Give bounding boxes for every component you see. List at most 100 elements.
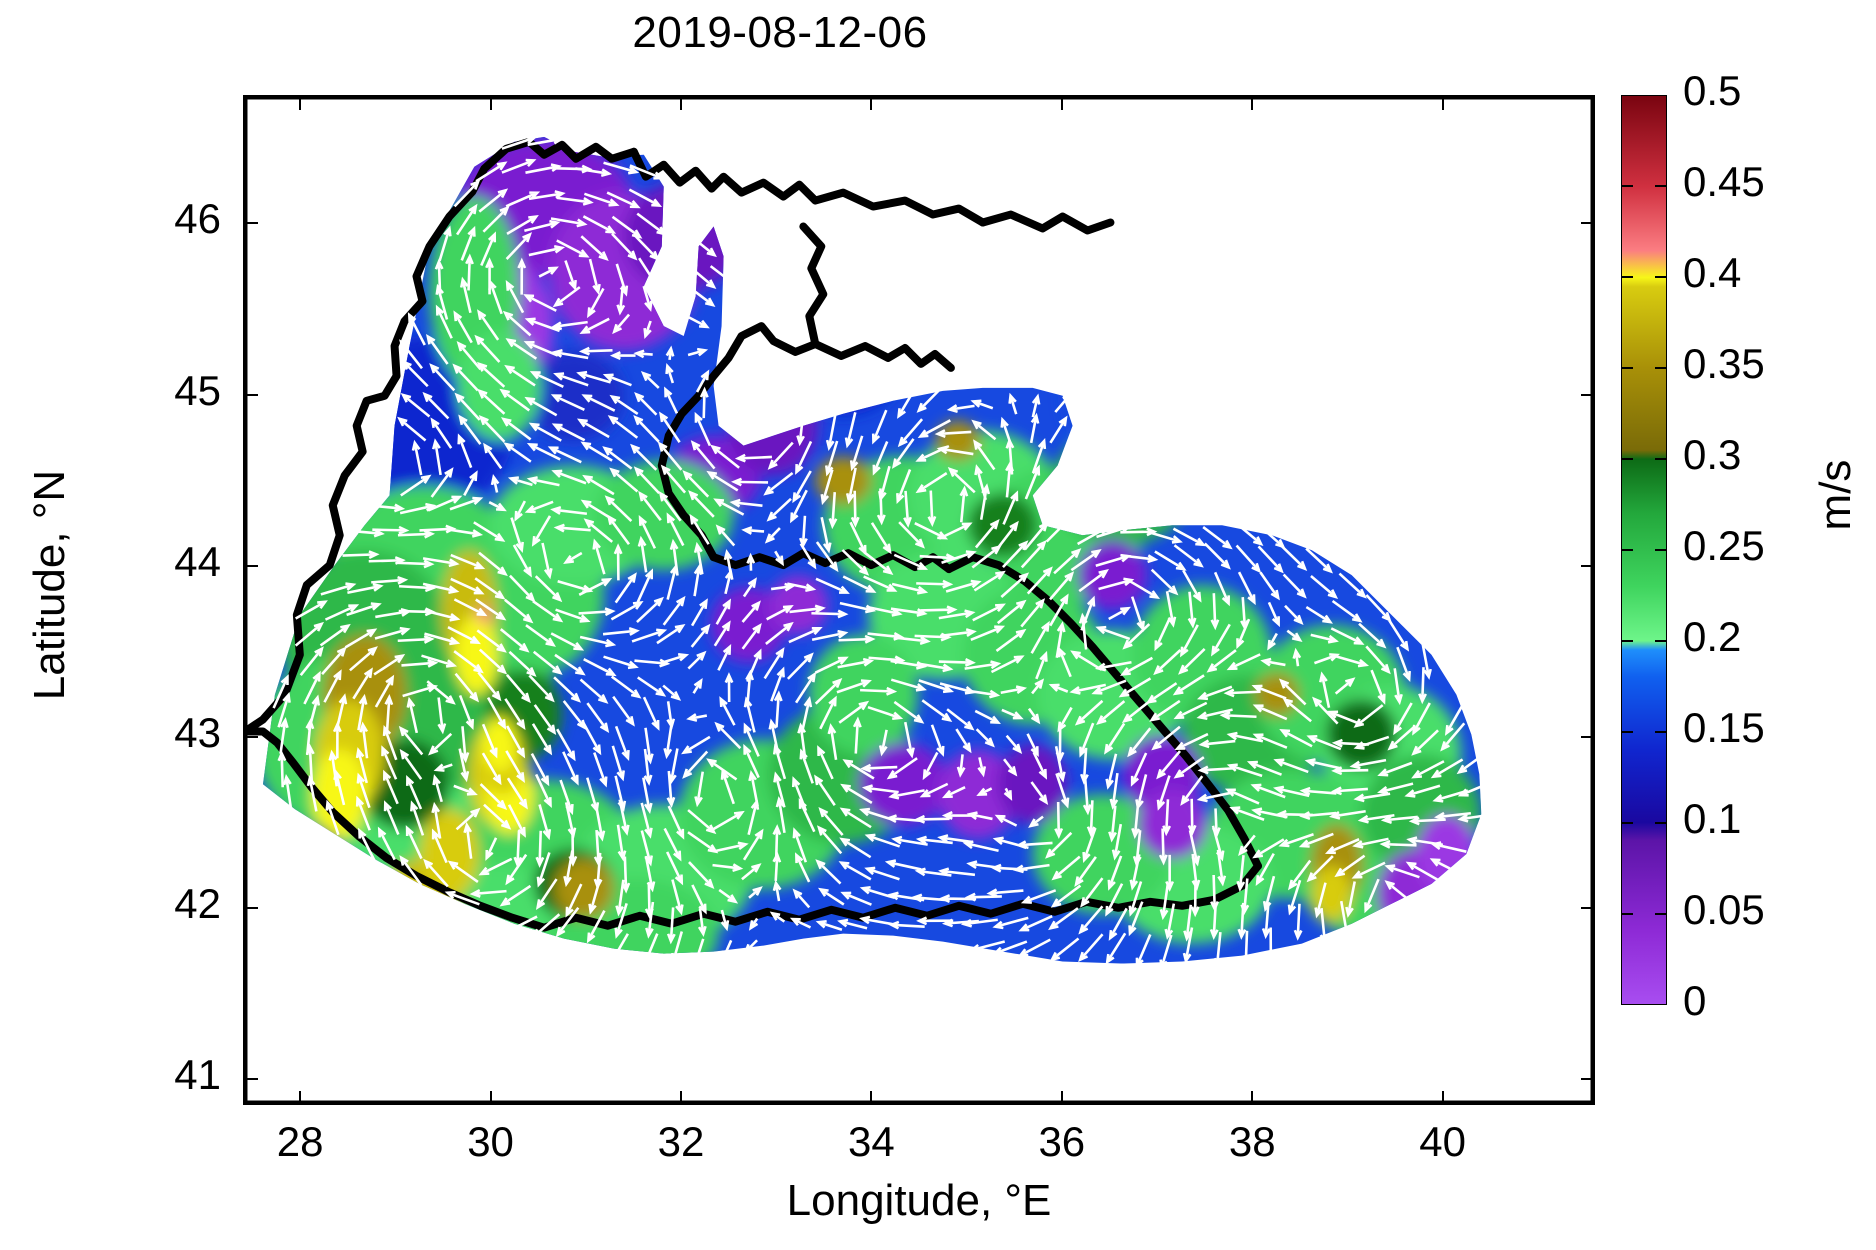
velocity-arrow (428, 732, 453, 756)
velocity-arrow (840, 891, 872, 906)
velocity-arrow (747, 798, 760, 835)
y-tick-41-right (1581, 1078, 1594, 1081)
velocity-arrow (939, 628, 977, 638)
velocity-arrow (994, 814, 1018, 827)
velocity-arrow (859, 915, 893, 926)
velocity-arrow (453, 598, 488, 617)
velocity-arrow (671, 879, 684, 916)
colorbar-tick-label: 0.25 (1683, 522, 1765, 569)
colorbar-tick-label: 0.5 (1683, 67, 1742, 114)
velocity-arrow (1345, 881, 1356, 918)
colorbar-tick-label: 0.05 (1683, 886, 1765, 933)
velocity-arrow (706, 758, 738, 781)
velocity-arrow (839, 807, 872, 829)
coastline-layer (245, 137, 1262, 932)
velocity-arrow (357, 693, 368, 731)
velocity-arrow (947, 466, 976, 494)
velocity-arrow (974, 518, 1000, 549)
velocity-arrow (373, 654, 406, 676)
velocity-arrow (1197, 765, 1235, 775)
velocity-arrow (1429, 858, 1464, 877)
velocity-arrow (447, 626, 481, 645)
velocity-arrow (525, 163, 562, 174)
velocity-arrow (642, 933, 659, 968)
velocity-arrow (429, 363, 456, 392)
velocity-arrow (524, 500, 554, 514)
velocity-arrow (968, 940, 1006, 953)
velocity-arrow (799, 748, 814, 784)
velocity-arrow (1107, 855, 1123, 891)
velocity-arrow (972, 603, 1006, 622)
velocity-arrow (1122, 623, 1151, 650)
velocity-arrow (995, 628, 1027, 652)
velocity-arrow (1108, 606, 1131, 621)
velocity-arrow (886, 757, 918, 780)
velocity-arrow (628, 188, 663, 208)
velocity-arrow (344, 628, 378, 649)
velocity-arrow (903, 490, 912, 528)
velocity-arrow (504, 364, 536, 387)
velocity-arrow (743, 722, 760, 757)
velocity-arrow (864, 833, 901, 848)
velocity-arrow (501, 158, 537, 174)
colorbar-tick-label: 0 (1683, 977, 1707, 1024)
velocity-arrow (1213, 931, 1223, 969)
velocity-arrow (1287, 859, 1312, 891)
velocity-arrow (1048, 907, 1079, 931)
velocity-arrow (606, 514, 631, 545)
velocity-arrow (643, 748, 653, 786)
velocity-arrow (609, 467, 639, 493)
velocity-arrow (507, 804, 526, 838)
velocity-arrow (356, 772, 371, 809)
velocity-arrow (1388, 619, 1410, 652)
velocity-arrow (473, 521, 506, 542)
velocity-arrow (1178, 647, 1206, 675)
velocity-arrow (642, 285, 653, 312)
y-tick-44-left (245, 564, 258, 567)
velocity-arrow (1162, 799, 1172, 837)
velocity-arrow (1173, 756, 1205, 779)
y-tick-label: 43 (174, 708, 221, 756)
velocity-arrow (844, 412, 857, 449)
velocity-arrow (746, 552, 756, 571)
velocity-arrow (824, 440, 839, 477)
velocity-arrow (481, 723, 498, 759)
velocity-arrow (1182, 569, 1202, 603)
velocity-arrow (712, 810, 745, 831)
velocity-arrow (825, 414, 837, 451)
map-plot-area[interactable]: Data source: AVISO & NOAA. Processed by … (243, 95, 1595, 1105)
colorbar-tick-label: 0.4 (1683, 249, 1742, 296)
velocity-arrow (426, 333, 449, 365)
velocity-arrow (916, 579, 954, 589)
velocity-arrow (504, 598, 534, 624)
velocity-arrow (1159, 883, 1170, 921)
velocity-arrow (687, 347, 709, 357)
velocity-arrow (730, 477, 769, 487)
velocity-arrow (1111, 823, 1123, 861)
y-tick-label: 46 (174, 195, 221, 243)
velocity-arrow (864, 866, 900, 881)
velocity-arrow (992, 940, 1028, 956)
velocity-arrow (1284, 604, 1304, 625)
velocity-arrow (966, 811, 993, 821)
velocity-arrow (1327, 710, 1363, 726)
velocity-arrow (449, 496, 484, 511)
velocity-arrow (474, 334, 501, 363)
velocity-arrow (1334, 854, 1366, 878)
velocity-arrow (541, 542, 553, 580)
velocity-arrow (512, 544, 532, 578)
velocity-arrow (631, 628, 668, 643)
velocity-arrow (1379, 839, 1417, 849)
velocity-arrow (583, 658, 617, 677)
velocity-arrow (588, 258, 601, 296)
velocity-arrow (971, 419, 997, 441)
velocity-arrow (837, 657, 875, 669)
velocity-arrow (645, 901, 655, 939)
velocity-arrow (638, 514, 657, 549)
velocity-arrow (1173, 544, 1204, 568)
velocity-arrow (554, 653, 586, 676)
velocity-arrow (453, 179, 481, 208)
velocity-arrow (667, 805, 685, 840)
velocity-arrow (693, 541, 704, 575)
velocity-arrow (764, 527, 781, 544)
